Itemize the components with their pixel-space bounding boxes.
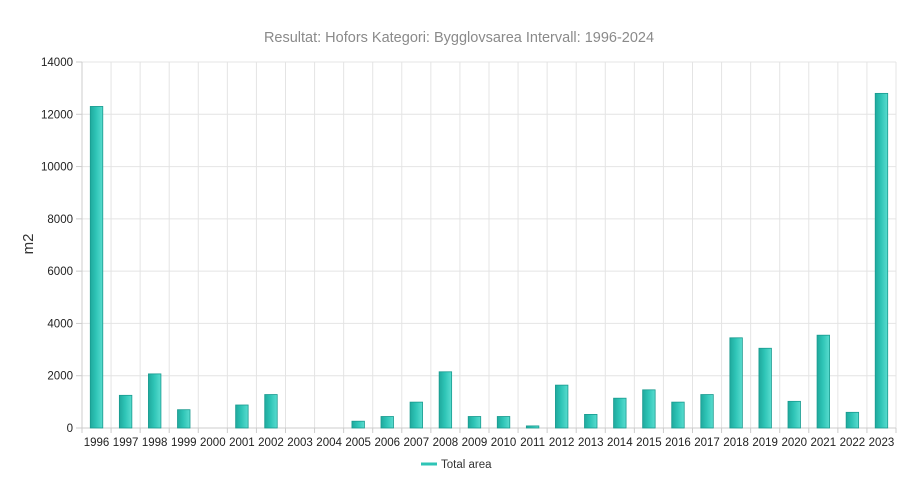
y-tick-label: 12000	[41, 109, 73, 121]
y-tick-label: 4000	[47, 318, 73, 330]
x-tick-label: 1997	[113, 437, 139, 449]
legend-label-total-area: Total area	[441, 459, 492, 471]
x-tick-label: 2002	[258, 437, 284, 449]
y-tick-labels: 0 2000 4000 6000 8000 10000 12000 14000	[41, 57, 73, 435]
x-tick-label: 2000	[200, 437, 226, 449]
x-tick-label: 2016	[665, 437, 691, 449]
axes	[76, 61, 897, 433]
y-tick-label: 14000	[41, 57, 73, 69]
bar-2015[interactable]	[642, 389, 656, 429]
x-tick-label: 2009	[462, 437, 488, 449]
x-tick-label: 2008	[433, 437, 459, 449]
x-tick-label: 2021	[811, 437, 837, 449]
x-tick-label: 2010	[491, 437, 517, 449]
bar-2022[interactable]	[845, 411, 860, 429]
y-tick-label: 8000	[47, 214, 73, 226]
y-tick-label: 10000	[41, 162, 73, 174]
bar-2013[interactable]	[584, 414, 598, 429]
x-tick-label: 2023	[869, 437, 895, 449]
bar-1999[interactable]	[177, 409, 191, 429]
bar-1997[interactable]	[118, 394, 133, 429]
bar-2007[interactable]	[409, 401, 423, 429]
x-tick-label: 2015	[636, 437, 662, 449]
x-tick-label: 2017	[694, 437, 720, 449]
x-tick-label: 2020	[781, 437, 807, 449]
x-tick-label: 2022	[840, 437, 866, 449]
x-tick-label: 1998	[142, 437, 168, 449]
bar-2002[interactable]	[264, 394, 278, 429]
x-tick-label: 2004	[316, 437, 342, 449]
legend[interactable]: Total area	[421, 459, 492, 471]
bar-2016[interactable]	[671, 401, 685, 429]
x-tick-label: 2014	[607, 437, 633, 449]
y-axis-label: m2	[20, 234, 37, 255]
bar-2014[interactable]	[613, 397, 627, 429]
bar-2010[interactable]	[496, 416, 511, 429]
x-tick-label: 2006	[374, 437, 400, 449]
bar-2006[interactable]	[380, 416, 394, 429]
x-tick-label: 2003	[287, 437, 313, 449]
bar-2008[interactable]	[438, 371, 453, 429]
bar-2018[interactable]	[729, 337, 743, 429]
y-tick-label: 2000	[47, 371, 73, 383]
bar-2001[interactable]	[235, 404, 249, 429]
y-tick-label: 0	[67, 423, 73, 435]
x-tick-label: 2012	[549, 437, 575, 449]
x-tick-label: 2018	[723, 437, 749, 449]
bar-2011[interactable]	[525, 425, 540, 429]
bar-2017[interactable]	[700, 394, 714, 429]
bar-2009[interactable]	[467, 416, 482, 429]
x-tick-label: 2007	[404, 437, 430, 449]
bar-2005[interactable]	[351, 420, 365, 429]
bar-2012[interactable]	[555, 384, 569, 429]
y-tick-label: 6000	[47, 266, 73, 278]
x-tick-label: 2011	[520, 437, 545, 449]
bar-1996[interactable]	[89, 106, 104, 429]
bars	[89, 92, 889, 429]
bar-2021[interactable]	[816, 334, 830, 429]
bar-2019[interactable]	[758, 347, 772, 429]
bar-2023[interactable]	[874, 92, 889, 429]
x-tick-label: 1999	[171, 437, 197, 449]
grid	[81, 61, 897, 429]
chart-title: Resultat: Hofors Kategori: Bygglovsarea …	[264, 30, 654, 46]
bar-2020[interactable]	[787, 400, 801, 429]
x-tick-label: 1996	[84, 437, 110, 449]
x-tick-label: 2013	[578, 437, 604, 449]
bar-1998[interactable]	[148, 373, 162, 429]
x-tick-labels: 1996 1997 1998 1999 2000 2001 2002 2003 2004 2005…	[84, 437, 895, 449]
x-tick-label: 2019	[752, 437, 778, 449]
x-tick-label: 2001	[229, 437, 255, 449]
x-tick-label: 2005	[345, 437, 371, 449]
